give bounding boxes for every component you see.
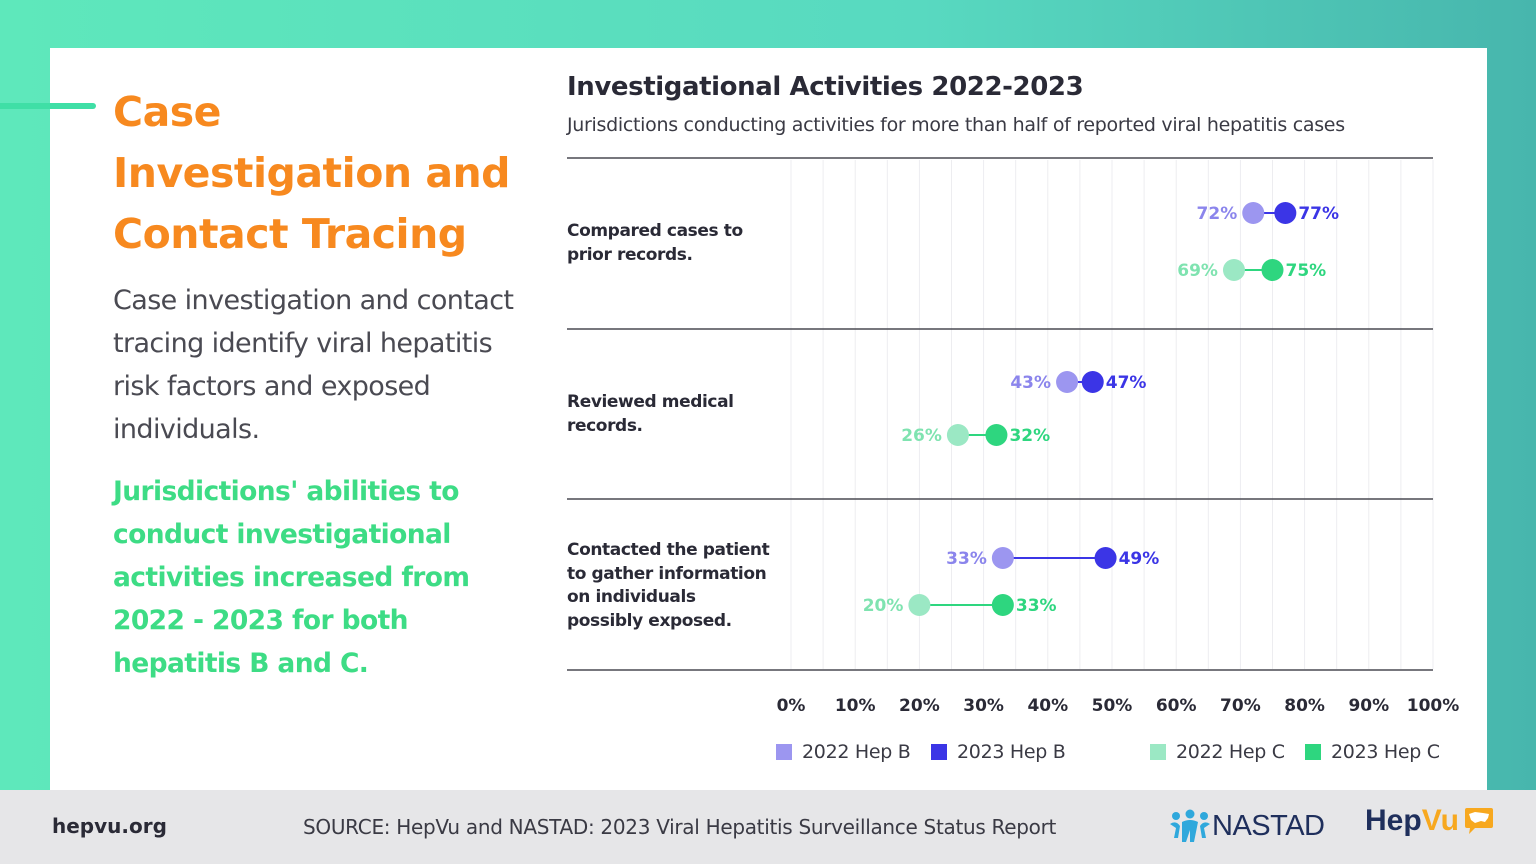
footer: hepvu.org SOURCE: HepVu and NASTAD: 2023…: [0, 790, 1536, 864]
category-label-contacted-patient: Contacted the patient to gather informat…: [567, 540, 770, 631]
x-tick-label: 30%: [963, 696, 1004, 716]
data-label-2023-hep-c: 32%: [1009, 426, 1050, 446]
legend-item-2023-hep-b: 2023 Hep B: [931, 741, 1066, 763]
category-label-reviewed-records: Reviewed medical records.: [567, 392, 734, 436]
category-label-compared-cases: Compared cases to prior records.: [567, 221, 743, 265]
chart-subtitle: Jurisdictions conducting activities for …: [567, 114, 1345, 136]
intro-text: Case investigation and contact tracing i…: [113, 285, 514, 445]
chart-legend: 2022 Hep B 2023 Hep B 2022 Hep C 2023 He…: [0, 741, 1536, 767]
legend-label: 2023 Hep B: [957, 741, 1066, 763]
highlight-text: Jurisdictions' abilities to conduct inve…: [113, 476, 470, 679]
hepvu-map-icon: [1464, 808, 1493, 834]
data-label-2022-hep-c: 26%: [901, 426, 942, 446]
x-tick-label: 80%: [1284, 696, 1325, 716]
data-label-2022-hep-c: 69%: [1177, 261, 1218, 281]
data-label-2022-hep-b: 72%: [1197, 204, 1238, 224]
footer-site-link[interactable]: hepvu.org: [52, 814, 167, 838]
content-card: [50, 48, 1487, 790]
data-label-2022-hep-b: 43%: [1010, 373, 1051, 393]
data-label-2023-hep-b: 49%: [1119, 549, 1160, 569]
point-2022-hep-b: [1242, 202, 1265, 224]
point-2022-hep-c: [1222, 259, 1245, 281]
x-tick-label: 20%: [899, 696, 940, 716]
legend-label: 2022 Hep C: [1176, 741, 1285, 763]
accent-line: [0, 103, 96, 109]
point-2023-hep-c: [991, 594, 1014, 616]
nastad-wordmark: NASTAD: [1212, 809, 1325, 842]
x-tick-label: 10%: [835, 696, 876, 716]
legend-label: 2023 Hep C: [1331, 741, 1440, 763]
data-label-2023-hep-b: 47%: [1106, 373, 1147, 393]
point-2022-hep-b: [991, 547, 1014, 569]
point-2023-hep-c: [985, 424, 1008, 446]
legend-item-2023-hep-c: 2023 Hep C: [1305, 741, 1440, 763]
legend-item-2022-hep-b: 2022 Hep B: [776, 741, 911, 763]
x-tick-label: 50%: [1092, 696, 1133, 716]
x-tick-label: 0%: [777, 696, 806, 716]
x-tick-label: 60%: [1156, 696, 1197, 716]
point-2022-hep-c: [908, 594, 931, 616]
point-2023-hep-c: [1261, 259, 1284, 281]
legend-swatch: [776, 744, 792, 760]
nastad-people-icon: [1170, 809, 1210, 842]
nastad-logo[interactable]: NASTAD: [1168, 808, 1325, 844]
data-label-2023-hep-c: 75%: [1286, 261, 1327, 281]
x-tick-label: 40%: [1027, 696, 1068, 716]
data-label-2022-hep-c: 20%: [863, 596, 904, 616]
hepvu-wordmark-hep: Hep: [1365, 804, 1422, 837]
legend-swatch: [1150, 744, 1166, 760]
footer-source: SOURCE: HepVu and NASTAD: 2023 Viral Hep…: [303, 815, 1057, 839]
page-title: Case Investigation and Contact Tracing: [113, 88, 511, 258]
point-2023-hep-b: [1274, 202, 1297, 224]
point-2022-hep-c: [946, 424, 969, 446]
x-tick-label: 70%: [1220, 696, 1261, 716]
data-label-2022-hep-b: 33%: [946, 549, 987, 569]
data-label-2023-hep-c: 33%: [1016, 596, 1057, 616]
data-label-2023-hep-b: 77%: [1298, 204, 1339, 224]
legend-swatch: [931, 744, 947, 760]
hepvu-logo[interactable]: Hep Vu: [1365, 804, 1495, 838]
legend-item-2022-hep-c: 2022 Hep C: [1150, 741, 1285, 763]
point-2023-hep-b: [1094, 547, 1117, 569]
hepvu-wordmark-vu: Vu: [1421, 804, 1459, 837]
point-2023-hep-b: [1081, 371, 1104, 393]
x-tick-label: 90%: [1348, 696, 1389, 716]
chart-title: Investigational Activities 2022-2023: [567, 72, 1084, 102]
legend-swatch: [1305, 744, 1321, 760]
legend-label: 2022 Hep B: [802, 741, 911, 763]
x-tick-label: 100%: [1407, 696, 1460, 716]
point-2022-hep-b: [1056, 371, 1079, 393]
